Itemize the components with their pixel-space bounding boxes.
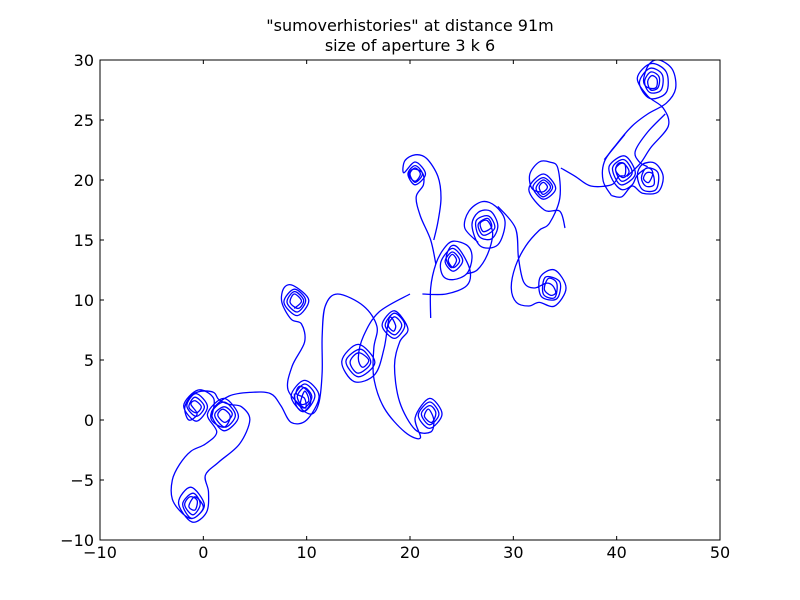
series-line-1 [170, 293, 443, 523]
x-tick-label: 40 [606, 543, 626, 562]
x-axis: −10 0 10 20 30 40 50 [83, 60, 730, 562]
chart-title: "sumoverhistories" at distance 91m [266, 16, 553, 35]
x-tick-label: −10 [83, 543, 117, 562]
series-line-9 [634, 113, 666, 168]
y-tick-label: 0 [84, 411, 94, 430]
chart-subtitle: size of aperture 3 k 6 [325, 36, 495, 55]
x-tick-label: 30 [503, 543, 523, 562]
y-tick-label: 5 [84, 351, 94, 370]
x-tick-label: 0 [198, 543, 208, 562]
y-tick-label: −10 [60, 531, 94, 550]
y-tick-label: 25 [74, 111, 94, 130]
series-line-4 [402, 154, 442, 265]
x-tick-label: 20 [400, 543, 420, 562]
y-tick-label: 20 [74, 171, 94, 190]
series-line-7 [560, 155, 664, 198]
x-tick-label: 10 [296, 543, 316, 562]
series-line-10 [603, 133, 626, 161]
series-line-8 [601, 60, 677, 196]
y-tick-label: 10 [74, 291, 94, 310]
series-line-3 [422, 240, 473, 319]
y-tick-label: 15 [74, 231, 94, 250]
series-line-2 [280, 284, 312, 413]
x-tick-label: 50 [710, 543, 730, 562]
y-tick-label: 30 [74, 51, 94, 70]
y-tick-label: −5 [70, 471, 94, 490]
series-layer [170, 60, 677, 523]
series-line-5 [463, 200, 506, 275]
y-axis: −10 −5 0 5 10 15 20 25 30 [60, 51, 720, 550]
series-line-6 [497, 160, 567, 308]
